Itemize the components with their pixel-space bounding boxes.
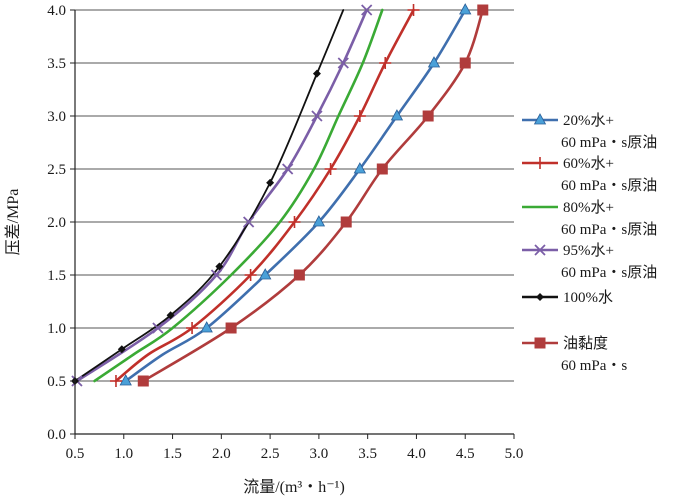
legend-swatch-marker	[536, 293, 544, 301]
legend-label: 80%水+	[563, 199, 614, 216]
data-point-3-3	[243, 216, 255, 228]
axes: 0.00.51.01.52.02.53.03.54.00.5 1.0 1.5 2.0 2…	[47, 3, 523, 462]
legend-item-2: 80%水+ 60 mPa・s原油	[522, 199, 657, 238]
legend-item-5: 油黏度 60 mPa・s	[522, 335, 627, 374]
data-point-5-0	[137, 375, 149, 387]
x-tick-label: 1.0	[114, 446, 133, 462]
legend-swatch-marker	[534, 244, 546, 256]
data-point-5-7	[477, 4, 489, 16]
x-tick-label: 1.5	[163, 446, 182, 462]
data-point-5-1	[225, 322, 237, 334]
data-point-0-4	[353, 162, 367, 174]
legend-label: 60%水+	[563, 155, 614, 172]
data-point-3-4-b	[282, 163, 294, 175]
data-point-5-2	[293, 269, 305, 281]
data-point-3-7	[361, 4, 373, 16]
legend-swatch-marker	[534, 157, 546, 169]
x-tick-label: 5.0	[505, 446, 524, 462]
data-point-0-3	[312, 215, 326, 227]
data-point-0-6	[427, 56, 441, 68]
x-tick-label: 2.0	[212, 446, 231, 462]
legend-label: 油黏度	[563, 335, 608, 352]
x-tick-label: 4.0	[407, 446, 426, 462]
data-point-3-5	[311, 110, 323, 122]
data-point-0-5	[390, 109, 404, 121]
legend-label: 60 mPa・s原油	[561, 134, 657, 151]
legend-label: 60 mPa・s	[561, 358, 627, 374]
legend-item-1: 60%水+ 60 mPa・s原油	[522, 155, 657, 194]
data-point-5-5	[422, 110, 434, 122]
legend: 20%水+ 60 mPa・s原油 60%水+ 60 mPa・s原油 80%水+ 60 mP…	[522, 112, 657, 374]
x-axis-title: 流量/(m³・h⁻¹)	[243, 478, 345, 496]
y-tick-label: 3.0	[47, 109, 66, 125]
data-point-4-3	[215, 262, 224, 271]
y-tick-label: 0.0	[47, 427, 66, 443]
legend-item-4: 100%水	[522, 289, 613, 306]
data-point-1-6	[379, 57, 392, 69]
x-tick-label: 3.0	[310, 446, 329, 462]
data-point-4-2	[166, 311, 175, 320]
legend-label: 100%水	[563, 289, 613, 306]
legend-label: 60 mPa・s原油	[561, 264, 657, 281]
legend-label: 60 mPa・s原油	[561, 177, 657, 194]
x-tick-label: 3.5	[358, 446, 377, 462]
data-point-1-4	[324, 163, 337, 175]
data-point-4-1	[117, 345, 126, 354]
y-tick-label: 0.5	[47, 374, 66, 390]
data-point-1-5	[353, 110, 366, 122]
data-point-3-6	[337, 57, 349, 69]
y-tick-label: 2.5	[47, 162, 66, 178]
data-point-0-0	[119, 374, 132, 386]
data-point-1-0	[109, 375, 122, 387]
y-tick-label: 2.0	[47, 215, 66, 231]
data-point-1-7	[407, 4, 420, 16]
data-point-1-2	[244, 269, 257, 281]
legend-label: 20%水+	[563, 112, 614, 129]
y-tick-label: 1.5	[47, 268, 66, 284]
data-point-4-5	[312, 69, 321, 78]
data-point-3-4	[282, 163, 294, 175]
data-point-5-6	[459, 57, 471, 69]
legend-swatch-marker	[533, 113, 547, 125]
data-point-1-1	[186, 322, 199, 334]
legend-swatch-marker-b	[534, 244, 546, 256]
data-point-4-4	[266, 178, 275, 187]
data-point-5-3	[340, 216, 352, 228]
legend-label: 60 mPa・s原油	[561, 221, 657, 238]
y-tick-label: 3.5	[47, 56, 66, 72]
legend-item-3: 95%水+ 60 mPa・s原油	[522, 242, 657, 281]
y-axis-title: 压差/MPa	[4, 189, 22, 256]
data-point-3-6-b	[337, 57, 349, 69]
data-point-1-3	[288, 216, 301, 228]
x-tick-label: 2.5	[261, 446, 280, 462]
x-tick-label: 0.5	[66, 446, 85, 462]
series-line-3	[75, 8, 368, 383]
legend-label: 95%水+	[563, 242, 614, 259]
data-point-0-1	[200, 321, 213, 333]
data-point-5-4	[376, 163, 388, 175]
y-tick-label: 4.0	[47, 3, 66, 19]
data-point-3-7-b	[361, 4, 373, 16]
data-point-3-2	[210, 269, 223, 281]
legend-swatch-marker	[534, 337, 546, 349]
x-tick-label: 4.5	[456, 446, 475, 462]
data-point-0-7	[459, 3, 472, 15]
legend-item-0: 20%水+ 60 mPa・s原油	[522, 112, 657, 151]
y-tick-label: 1.0	[47, 321, 66, 337]
data-point-3-5-b	[311, 110, 323, 122]
series-line-2	[93, 8, 384, 383]
series-markers	[71, 3, 489, 387]
data-point-3-2-b	[210, 269, 223, 281]
data-point-3-3-b	[243, 216, 255, 228]
data-point-3-1	[152, 322, 164, 334]
data-point-0-2	[259, 268, 272, 280]
data-point-3-1-b	[152, 322, 164, 334]
series-lines	[74, 8, 485, 383]
